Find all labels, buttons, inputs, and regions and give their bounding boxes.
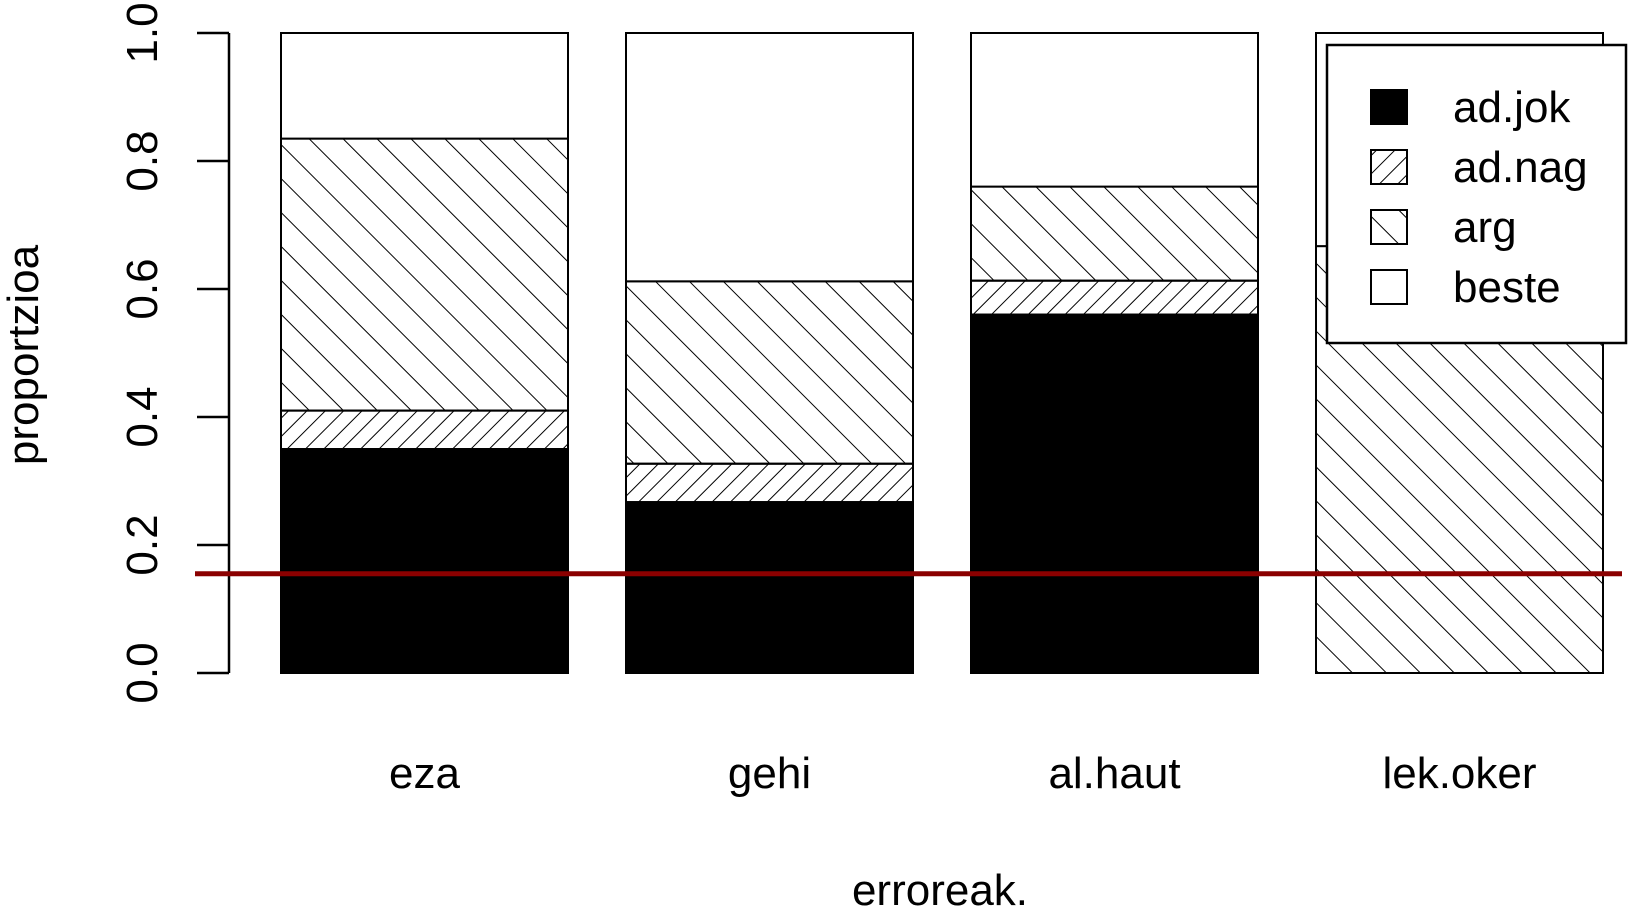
- x-tick-label: al.haut: [1048, 749, 1180, 798]
- x-tick-label: gehi: [728, 749, 811, 798]
- bar-segment-ad.nag: [280, 409, 569, 451]
- bar-segment-arg: [970, 185, 1259, 282]
- y-tick-label: 0.6: [118, 258, 167, 319]
- y-tick-label: 1.0: [118, 2, 167, 63]
- y-tick-label: 0.8: [118, 130, 167, 191]
- y-axis-title: proportzioa: [0, 244, 48, 465]
- legend-swatch: [1370, 149, 1408, 185]
- y-tick-label: 0.2: [118, 514, 167, 575]
- legend-label: beste: [1453, 263, 1561, 312]
- bar-segment-ad.nag: [970, 279, 1259, 316]
- bar-segment-ad.nag: [625, 462, 914, 504]
- bar-segment-arg: [625, 280, 914, 465]
- bar-gehi: [625, 32, 914, 674]
- legend-item-ad.nag: ad.nag: [1370, 143, 1588, 192]
- legend-swatch: [1370, 269, 1408, 305]
- bar-segment-arg: [280, 137, 569, 412]
- legend-label: ad.jok: [1453, 83, 1571, 132]
- bar-segment-beste: [625, 32, 914, 283]
- category-labels: eza gehi al.haut lek.oker: [389, 749, 1537, 798]
- y-tick-label: 0.0: [118, 642, 167, 703]
- bar-al.haut: [970, 32, 1259, 674]
- bar-segment-ad.jok: [625, 501, 914, 674]
- legend-item-ad.jok: ad.jok: [1370, 83, 1571, 132]
- legend: ad.jok ad.nag arg beste: [1325, 43, 1628, 345]
- bar-segment-beste: [970, 32, 1259, 188]
- y-tick-label: 0.4: [118, 386, 167, 447]
- legend-item-arg: arg: [1370, 203, 1517, 252]
- legend-label: ad.nag: [1453, 143, 1588, 192]
- bar-eza: [280, 32, 569, 674]
- x-axis-title: erroreak.: [852, 866, 1028, 909]
- legend-swatch: [1370, 209, 1408, 245]
- y-axis: 0.0 0.2 0.4 0.6 0.8 1.0: [118, 2, 231, 704]
- legend-label: arg: [1453, 203, 1517, 252]
- x-tick-label: eza: [389, 749, 460, 798]
- bar-segment-beste: [280, 32, 569, 140]
- legend-item-beste: beste: [1370, 263, 1561, 312]
- bar-segment-ad.jok: [970, 313, 1259, 674]
- x-tick-label: lek.oker: [1382, 749, 1536, 798]
- legend-swatch: [1370, 89, 1408, 125]
- bar-segment-ad.jok: [280, 448, 569, 674]
